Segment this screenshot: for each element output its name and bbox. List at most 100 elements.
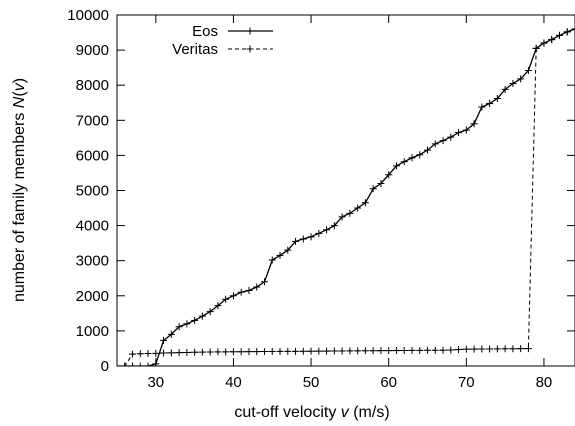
y-tick-label: 6000 xyxy=(76,147,109,164)
data-point-veritas xyxy=(493,345,501,353)
data-point-veritas xyxy=(486,345,494,353)
data-point-veritas xyxy=(338,347,346,355)
y-axis-label-symbol2: v xyxy=(11,82,28,91)
data-point-eos xyxy=(517,75,525,83)
y-tick-label: 9000 xyxy=(76,42,109,59)
data-point-veritas xyxy=(222,348,230,356)
data-point-eos xyxy=(470,120,478,128)
data-point-eos xyxy=(431,140,439,148)
data-point-eos xyxy=(214,302,222,310)
data-point-veritas xyxy=(517,345,525,353)
data-point-veritas xyxy=(175,349,183,357)
legend-marker-veritas xyxy=(246,45,254,53)
data-point-veritas xyxy=(136,350,144,358)
data-point-veritas xyxy=(167,349,175,357)
x-tick-label: 70 xyxy=(458,374,475,391)
data-point-veritas xyxy=(478,345,486,353)
data-point-eos xyxy=(152,360,160,366)
data-point-eos xyxy=(486,99,494,107)
data-point-veritas xyxy=(369,347,377,355)
data-point-eos xyxy=(299,235,307,243)
data-point-veritas xyxy=(160,349,168,357)
data-point-eos xyxy=(198,312,206,320)
data-point-veritas xyxy=(292,347,300,355)
series-layer xyxy=(117,25,575,366)
legend-label-veritas: Veritas xyxy=(172,41,218,58)
data-point-veritas xyxy=(509,345,517,353)
data-point-eos xyxy=(338,213,346,221)
y-tick-label: 8000 xyxy=(76,77,109,94)
data-point-veritas xyxy=(416,346,424,354)
data-point-veritas xyxy=(563,28,571,36)
data-point-veritas xyxy=(129,350,137,358)
plot-axes xyxy=(116,14,575,367)
y-tick-label: 7000 xyxy=(76,112,109,129)
data-point-eos xyxy=(447,133,455,141)
data-point-veritas xyxy=(152,349,160,357)
data-point-eos xyxy=(493,95,501,103)
data-point-eos xyxy=(323,226,331,234)
x-tick-label: 40 xyxy=(225,374,242,391)
data-point-veritas xyxy=(144,350,152,358)
data-point-eos xyxy=(377,179,385,187)
data-point-eos xyxy=(462,126,470,134)
x-tick-label: 60 xyxy=(380,374,397,391)
data-point-veritas xyxy=(524,345,532,353)
data-point-eos xyxy=(136,362,144,366)
x-axis-label-suffix: (m/s) xyxy=(349,404,390,421)
x-axis-label-prefix: cut-off velocity xyxy=(234,404,340,421)
data-point-veritas xyxy=(284,347,292,355)
data-point-veritas xyxy=(276,347,284,355)
data-point-veritas xyxy=(299,347,307,355)
data-point-eos xyxy=(276,251,284,259)
data-point-eos xyxy=(330,222,338,230)
data-point-eos xyxy=(509,79,517,87)
data-point-eos xyxy=(183,320,191,328)
data-point-veritas xyxy=(330,347,338,355)
data-point-eos xyxy=(478,103,486,111)
data-point-veritas xyxy=(377,347,385,355)
data-point-veritas xyxy=(439,346,447,354)
data-point-eos xyxy=(175,323,183,331)
data-point-eos xyxy=(315,229,323,237)
data-point-eos xyxy=(385,171,393,179)
data-point-eos xyxy=(260,278,268,286)
x-tick-label: 50 xyxy=(303,374,320,391)
data-point-veritas xyxy=(121,362,129,366)
data-point-eos xyxy=(253,283,261,291)
y-axis-label: number of family members N(v) xyxy=(11,78,28,302)
data-point-veritas xyxy=(455,346,463,354)
axis-ticks: 0 1000 2000 3000 4000 5000 6000 7000 8000 9000 100… xyxy=(67,7,575,391)
data-point-eos xyxy=(455,129,463,137)
data-point-veritas xyxy=(253,348,261,356)
data-point-veritas xyxy=(354,347,362,355)
data-point-veritas xyxy=(385,347,393,355)
data-point-veritas xyxy=(206,348,214,356)
data-point-veritas xyxy=(315,347,323,355)
data-point-veritas xyxy=(198,348,206,356)
data-point-veritas xyxy=(447,346,455,354)
data-point-eos xyxy=(307,233,315,241)
data-point-eos xyxy=(416,151,424,159)
x-tick-label: 80 xyxy=(536,374,553,391)
data-point-veritas xyxy=(462,345,470,353)
data-point-veritas xyxy=(555,31,563,39)
data-point-veritas xyxy=(191,348,199,356)
x-tick-label: 30 xyxy=(147,374,164,391)
y-tick-label: 10000 xyxy=(67,7,109,24)
data-point-veritas xyxy=(214,348,222,356)
y-axis-label-symbol: N xyxy=(11,96,28,108)
data-point-eos xyxy=(222,295,230,303)
data-point-veritas xyxy=(400,346,408,354)
data-point-veritas xyxy=(237,348,245,356)
data-point-eos xyxy=(160,336,168,344)
data-point-veritas xyxy=(501,345,509,353)
y-tick-label: 0 xyxy=(101,358,109,375)
y-axis-label-paren-close: ) xyxy=(11,78,28,83)
y-axis-label-prefix: number of family members xyxy=(11,108,28,302)
data-point-eos xyxy=(284,246,292,254)
data-point-eos xyxy=(400,158,408,166)
plot-frame xyxy=(116,14,575,367)
